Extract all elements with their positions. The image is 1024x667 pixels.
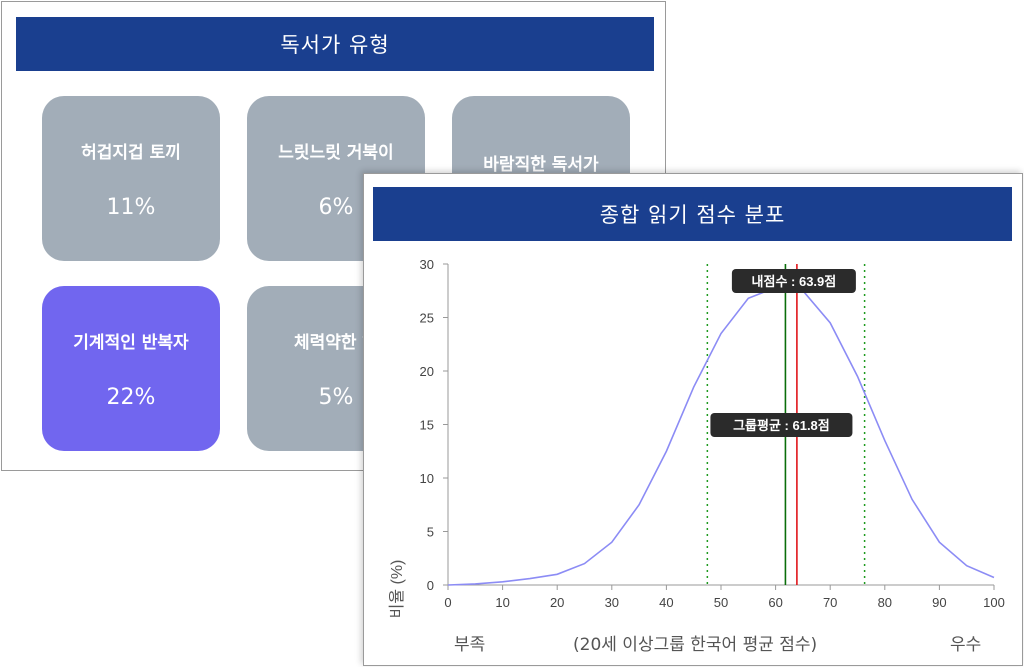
group-average-label-box bbox=[710, 413, 853, 437]
score-distribution-header: 종합 읽기 점수 분포 bbox=[373, 187, 1012, 241]
tile-mechanical-repeater[interactable]: 기계적인 반복자 22% bbox=[42, 286, 220, 451]
tile-name: 허겁지겁 토끼 bbox=[81, 142, 181, 163]
x-tick-label: 10 bbox=[495, 595, 509, 610]
distribution-curve bbox=[447, 285, 995, 586]
y-tick-label: 25 bbox=[420, 311, 434, 326]
tile-percent: 6% bbox=[318, 194, 354, 220]
bottom-label-low: 부족 bbox=[454, 635, 486, 655]
x-tick-label: 100 bbox=[983, 595, 1005, 610]
my-score-label: 내점수 : 63.9점 bbox=[752, 274, 837, 289]
y-tick-label: 20 bbox=[420, 364, 434, 379]
tile-percent: 11% bbox=[106, 194, 156, 220]
group-average-label: 그룹평균 : 61.8점 bbox=[733, 418, 830, 433]
x-tick-label: 90 bbox=[932, 595, 946, 610]
x-tick-label: 20 bbox=[550, 595, 564, 610]
y-tick-label: 15 bbox=[420, 418, 434, 433]
y-tick-label: 0 bbox=[427, 578, 434, 593]
x-tick-label: 60 bbox=[768, 595, 782, 610]
tile-percent: 5% bbox=[318, 384, 354, 410]
x-tick-label: 40 bbox=[659, 595, 673, 610]
tile-name: 기계적인 반복자 bbox=[73, 332, 189, 353]
x-tick-label: 0 bbox=[444, 595, 451, 610]
tile-percent: 22% bbox=[106, 384, 156, 410]
y-tick-label: 5 bbox=[427, 525, 434, 540]
bottom-label-high: 우수 bbox=[950, 635, 982, 655]
tile-name: 느릿느릿 거북이 bbox=[278, 142, 394, 163]
bottom-label-center: (20세 이상그룹 한국어 평균 점수) bbox=[573, 635, 818, 655]
score-distribution-panel: 종합 읽기 점수 분포 비율 (%) 0 10 20 30 40 50 60 70 80 90 10… bbox=[363, 173, 1023, 666]
tile-name: 바람직한 독서가 bbox=[483, 155, 599, 175]
my-score-label-box bbox=[731, 269, 856, 293]
y-tick-label: 30 bbox=[420, 257, 434, 272]
x-tick-label: 80 bbox=[878, 595, 892, 610]
y-tick-label: 10 bbox=[420, 471, 434, 486]
reader-type-header: 독서가 유형 bbox=[16, 17, 654, 71]
distribution-chart: 비율 (%) 0 10 20 30 40 50 60 70 80 90 100 0 5 10 15 20 25 3… bbox=[388, 257, 1005, 619]
tile-name: 체력약한 하 bbox=[293, 332, 379, 353]
tile-rabbit[interactable]: 허겁지겁 토끼 11% bbox=[42, 96, 220, 261]
x-tick-label: 50 bbox=[714, 595, 728, 610]
y-axis-label: 비율 (%) bbox=[388, 560, 406, 619]
x-tick-label: 30 bbox=[605, 595, 619, 610]
x-tick-label: 70 bbox=[823, 595, 837, 610]
